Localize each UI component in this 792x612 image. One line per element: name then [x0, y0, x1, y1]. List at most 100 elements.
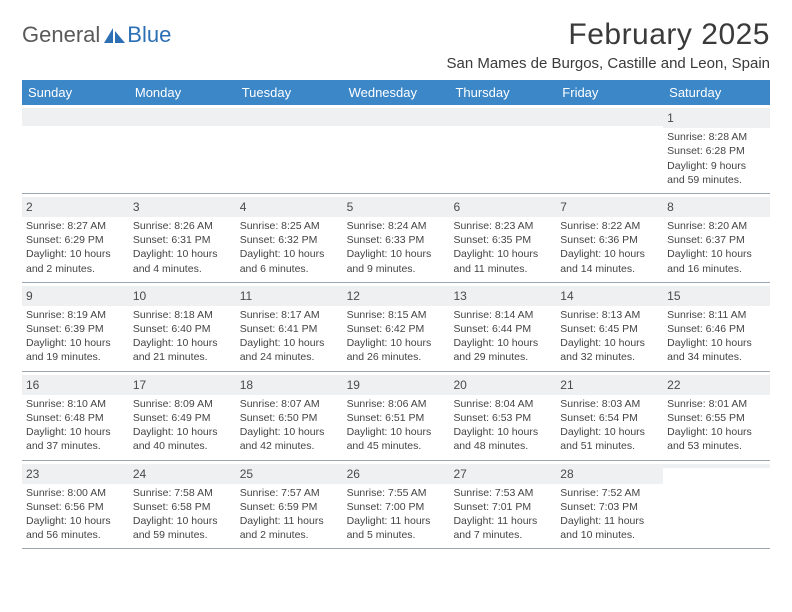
daylight-text: Daylight: 11 hours and 2 minutes.: [240, 514, 339, 542]
sunrise-text: Sunrise: 8:01 AM: [667, 397, 766, 411]
sunset-text: Sunset: 6:56 PM: [26, 500, 125, 514]
daylight-text: Daylight: 10 hours and 56 minutes.: [26, 514, 125, 542]
day-cell: 10Sunrise: 8:18 AMSunset: 6:40 PMDayligh…: [129, 283, 236, 371]
day-number: 2: [22, 197, 129, 217]
day-cell: 7Sunrise: 8:22 AMSunset: 6:36 PMDaylight…: [556, 194, 663, 282]
day-cell: 5 Sunrise: 8:24 AMSunset: 6:33 PMDaylight…: [343, 194, 450, 282]
sunset-text: Sunset: 6:50 PM: [240, 411, 339, 425]
day-cell: [343, 105, 450, 193]
weeks-container: 1Sunrise: 8:28 AMSunset: 6:28 PMDaylight…: [22, 105, 770, 549]
sunset-text: Sunset: 6:35 PM: [453, 233, 552, 247]
sunrise-text: Sunrise: 7:55 AM: [347, 486, 446, 500]
day-header: Sunday: [22, 80, 129, 105]
day-number: 14: [556, 286, 663, 306]
day-number: 11: [236, 286, 343, 306]
sunset-text: Sunset: 7:00 PM: [347, 500, 446, 514]
daylight-text: Daylight: 10 hours and 21 minutes.: [133, 336, 232, 364]
sunrise-text: Sunrise: 8:19 AM: [26, 308, 125, 322]
daylight-text: Daylight: 10 hours and 40 minutes.: [133, 425, 232, 453]
sunrise-text: Sunrise: 8:00 AM: [26, 486, 125, 500]
day-number: 5: [343, 197, 450, 217]
daylight-text: Daylight: 10 hours and 16 minutes.: [667, 247, 766, 275]
day-number: 19: [343, 375, 450, 395]
day-number: [22, 108, 129, 126]
sunrise-text: Sunrise: 8:27 AM: [26, 219, 125, 233]
title-block: February 2025 San Mames de Burgos, Casti…: [446, 18, 770, 72]
daylight-text: Daylight: 10 hours and 34 minutes.: [667, 336, 766, 364]
day-number: 18: [236, 375, 343, 395]
sunset-text: Sunset: 6:44 PM: [453, 322, 552, 336]
day-number: 17: [129, 375, 236, 395]
day-number: 15: [663, 286, 770, 306]
day-number: 3: [129, 197, 236, 217]
day-cell: [236, 105, 343, 193]
sunrise-text: Sunrise: 8:24 AM: [347, 219, 446, 233]
sunset-text: Sunset: 6:41 PM: [240, 322, 339, 336]
day-number: [343, 108, 450, 126]
daylight-text: Daylight: 10 hours and 42 minutes.: [240, 425, 339, 453]
day-cell: [663, 461, 770, 549]
sunset-text: Sunset: 6:32 PM: [240, 233, 339, 247]
sunset-text: Sunset: 6:46 PM: [667, 322, 766, 336]
sunset-text: Sunset: 6:33 PM: [347, 233, 446, 247]
header: General Blue February 2025 San Mames de …: [22, 18, 770, 72]
sunset-text: Sunset: 6:39 PM: [26, 322, 125, 336]
week-row: 16Sunrise: 8:10 AMSunset: 6:48 PMDayligh…: [22, 372, 770, 461]
sunrise-text: Sunrise: 8:09 AM: [133, 397, 232, 411]
daylight-text: Daylight: 10 hours and 32 minutes.: [560, 336, 659, 364]
daylight-text: Daylight: 10 hours and 9 minutes.: [347, 247, 446, 275]
sunrise-text: Sunrise: 8:10 AM: [26, 397, 125, 411]
sunrise-text: Sunrise: 8:28 AM: [667, 130, 766, 144]
month-title: February 2025: [446, 18, 770, 52]
day-cell: 13Sunrise: 8:14 AMSunset: 6:44 PMDayligh…: [449, 283, 556, 371]
day-number: [556, 108, 663, 126]
day-number: 23: [22, 464, 129, 484]
day-cell: 4Sunrise: 8:25 AMSunset: 6:32 PMDaylight…: [236, 194, 343, 282]
day-header: Wednesday: [343, 80, 450, 105]
location: San Mames de Burgos, Castille and Leon, …: [446, 55, 770, 72]
sunset-text: Sunset: 6:37 PM: [667, 233, 766, 247]
daylight-text: Daylight: 10 hours and 59 minutes.: [133, 514, 232, 542]
day-number: 22: [663, 375, 770, 395]
day-number: 27: [449, 464, 556, 484]
day-cell: 20Sunrise: 8:04 AMSunset: 6:53 PMDayligh…: [449, 372, 556, 460]
day-number: 10: [129, 286, 236, 306]
day-cell: 22Sunrise: 8:01 AMSunset: 6:55 PMDayligh…: [663, 372, 770, 460]
sunset-text: Sunset: 6:51 PM: [347, 411, 446, 425]
day-number: 4: [236, 197, 343, 217]
day-cell: 11Sunrise: 8:17 AMSunset: 6:41 PMDayligh…: [236, 283, 343, 371]
logo-text-general: General: [22, 22, 100, 48]
daylight-text: Daylight: 10 hours and 26 minutes.: [347, 336, 446, 364]
day-cell: [556, 105, 663, 193]
day-cell: 16Sunrise: 8:10 AMSunset: 6:48 PMDayligh…: [22, 372, 129, 460]
day-cell: 1Sunrise: 8:28 AMSunset: 6:28 PMDaylight…: [663, 105, 770, 193]
sunset-text: Sunset: 6:45 PM: [560, 322, 659, 336]
day-cell: 21Sunrise: 8:03 AMSunset: 6:54 PMDayligh…: [556, 372, 663, 460]
sunrise-text: Sunrise: 8:26 AM: [133, 219, 232, 233]
day-cell: 18Sunrise: 8:07 AMSunset: 6:50 PMDayligh…: [236, 372, 343, 460]
sunrise-text: Sunrise: 8:22 AM: [560, 219, 659, 233]
day-number: 26: [343, 464, 450, 484]
sunset-text: Sunset: 6:40 PM: [133, 322, 232, 336]
sunset-text: Sunset: 6:31 PM: [133, 233, 232, 247]
daylight-text: Daylight: 9 hours and 59 minutes.: [667, 159, 766, 187]
day-cell: 12Sunrise: 8:15 AMSunset: 6:42 PMDayligh…: [343, 283, 450, 371]
day-cell: 27Sunrise: 7:53 AMSunset: 7:01 PMDayligh…: [449, 461, 556, 549]
day-number: 28: [556, 464, 663, 484]
day-number: [449, 108, 556, 126]
daylight-text: Daylight: 10 hours and 51 minutes.: [560, 425, 659, 453]
day-number: 24: [129, 464, 236, 484]
logo: General Blue: [22, 18, 171, 48]
day-cell: [129, 105, 236, 193]
daylight-text: Daylight: 10 hours and 45 minutes.: [347, 425, 446, 453]
logo-text-blue: Blue: [127, 22, 171, 48]
sunrise-text: Sunrise: 8:23 AM: [453, 219, 552, 233]
day-number: 25: [236, 464, 343, 484]
daylight-text: Daylight: 11 hours and 7 minutes.: [453, 514, 552, 542]
sunrise-text: Sunrise: 8:15 AM: [347, 308, 446, 322]
sunset-text: Sunset: 6:28 PM: [667, 144, 766, 158]
sunrise-text: Sunrise: 8:06 AM: [347, 397, 446, 411]
sunrise-text: Sunrise: 8:04 AM: [453, 397, 552, 411]
calendar-page: General Blue February 2025 San Mames de …: [0, 0, 792, 549]
day-number: [663, 464, 770, 468]
